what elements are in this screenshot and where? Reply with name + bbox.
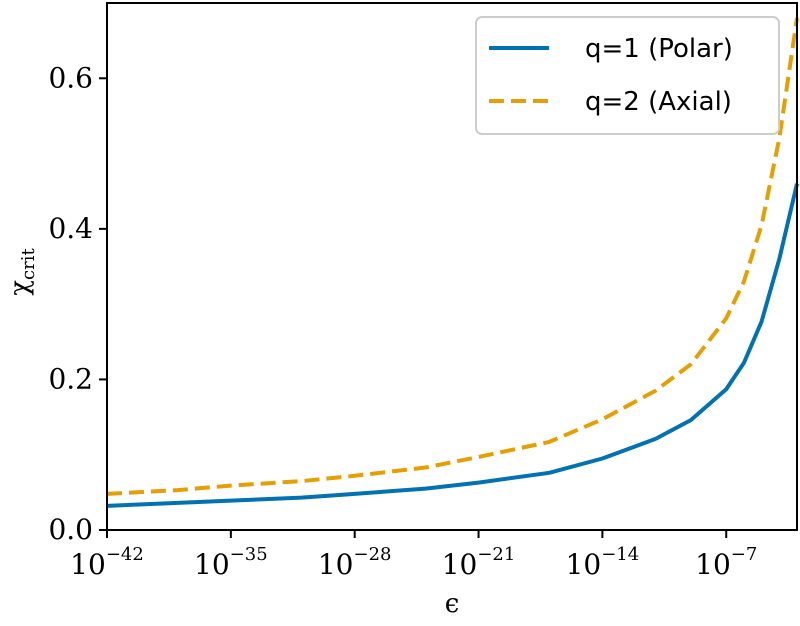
y-tick-label: 0.4 — [48, 212, 93, 245]
x-axis-title: ϵ — [445, 589, 460, 619]
y-axis-title-sub: crit — [18, 248, 39, 280]
y-tick-label: 0.6 — [48, 61, 93, 94]
x-tick-base: 10 — [442, 548, 478, 581]
y-axis-title: χcrit — [5, 248, 39, 296]
x-tick-base: 10 — [566, 548, 602, 581]
x-tick-base: 10 — [70, 548, 106, 581]
x-tick-exponent: −14 — [601, 544, 639, 565]
legend: q=1 (Polar) q=2 (Axial) — [475, 16, 780, 135]
x-tick-label: 10−28 — [318, 544, 392, 581]
series-line-2 — [106, 17, 799, 496]
x-tick-base: 10 — [695, 548, 731, 581]
x-tick-exponent: −35 — [230, 544, 268, 565]
axes-layer: 10−42 10−35 10−28 10−21 10−14 10−70.00.20.40.… — [48, 2, 798, 581]
x-tick-exponent: −28 — [354, 544, 392, 565]
y-tick-label: 0.0 — [48, 513, 93, 546]
x-tick-label: 10−35 — [194, 544, 268, 581]
legend-label-2: q=2 (Axial) — [585, 87, 732, 117]
plot-frame — [106, 2, 798, 531]
x-tick-exponent: −21 — [477, 544, 515, 565]
x-tick-exponent: −7 — [731, 544, 758, 565]
x-tick-exponent: −42 — [106, 544, 144, 565]
x-tick-label: 10−14 — [566, 544, 640, 581]
legend-box — [475, 16, 780, 135]
x-tick-base: 10 — [318, 548, 354, 581]
x-tick-label: 10−7 — [695, 544, 757, 581]
series-layer — [106, 17, 799, 508]
legend-label-1: q=1 (Polar) — [585, 34, 733, 64]
x-tick-base: 10 — [194, 548, 230, 581]
x-tick-label: 10−42 — [70, 544, 144, 581]
series-line-1 — [106, 183, 799, 508]
y-axis-title-main: χ — [5, 280, 35, 296]
x-tick-label: 10−21 — [442, 544, 516, 581]
y-tick-label: 0.2 — [48, 362, 93, 395]
